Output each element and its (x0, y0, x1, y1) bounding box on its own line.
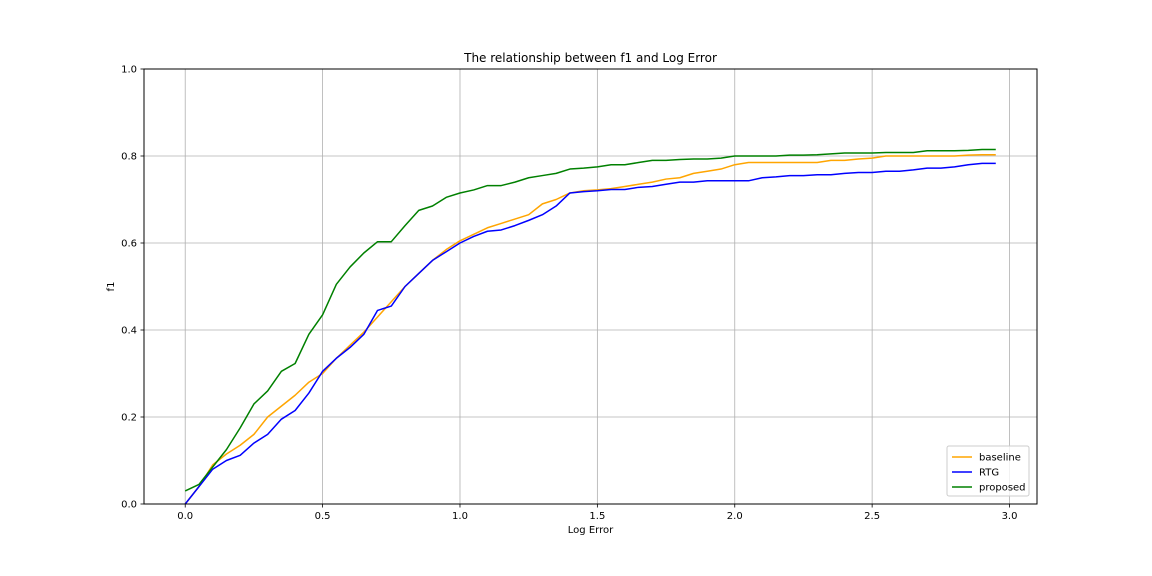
x-tick-label: 2.5 (864, 511, 880, 522)
x-tick-label: 1.5 (589, 511, 605, 522)
y-tick-label: 0.4 (121, 326, 137, 337)
x-tick-label: 0.5 (315, 511, 331, 522)
plot-frame (143, 68, 1038, 505)
y-tick-label: 0.8 (121, 152, 137, 163)
series-line-proposed (184, 148, 996, 492)
y-tick-label: 1.0 (121, 65, 137, 76)
series-line-RTG (184, 162, 996, 505)
x-axis-label: Log Error (568, 525, 614, 536)
y-tick-label: 0.2 (121, 413, 137, 424)
x-tick-label: 2.0 (727, 511, 743, 522)
ticks: 0.0 0.5 1.0 1.5 2.0 2.5 3.0 0.0 0.2 0.4 0.6 0.8 1.0 (121, 65, 1017, 523)
x-tick-label: 0.0 (177, 511, 193, 522)
x-tick-label: 1.0 (452, 511, 468, 522)
x-tick-label: 3.0 (1002, 511, 1018, 522)
legend-label-RTG: RTG (979, 468, 999, 479)
legend-label-proposed: proposed (979, 483, 1026, 494)
legend-label-baseline: baseline (979, 453, 1021, 464)
y-tick-label: 0.0 (121, 500, 137, 511)
legend: baseline RTG proposed (946, 445, 1030, 497)
y-axis-label: f1 (106, 282, 117, 292)
y-tick-label: 0.6 (121, 239, 137, 250)
chart-title: The relationship between f1 and Log Erro… (463, 51, 717, 65)
series-group (184, 148, 996, 505)
legend-box (946, 445, 1030, 497)
